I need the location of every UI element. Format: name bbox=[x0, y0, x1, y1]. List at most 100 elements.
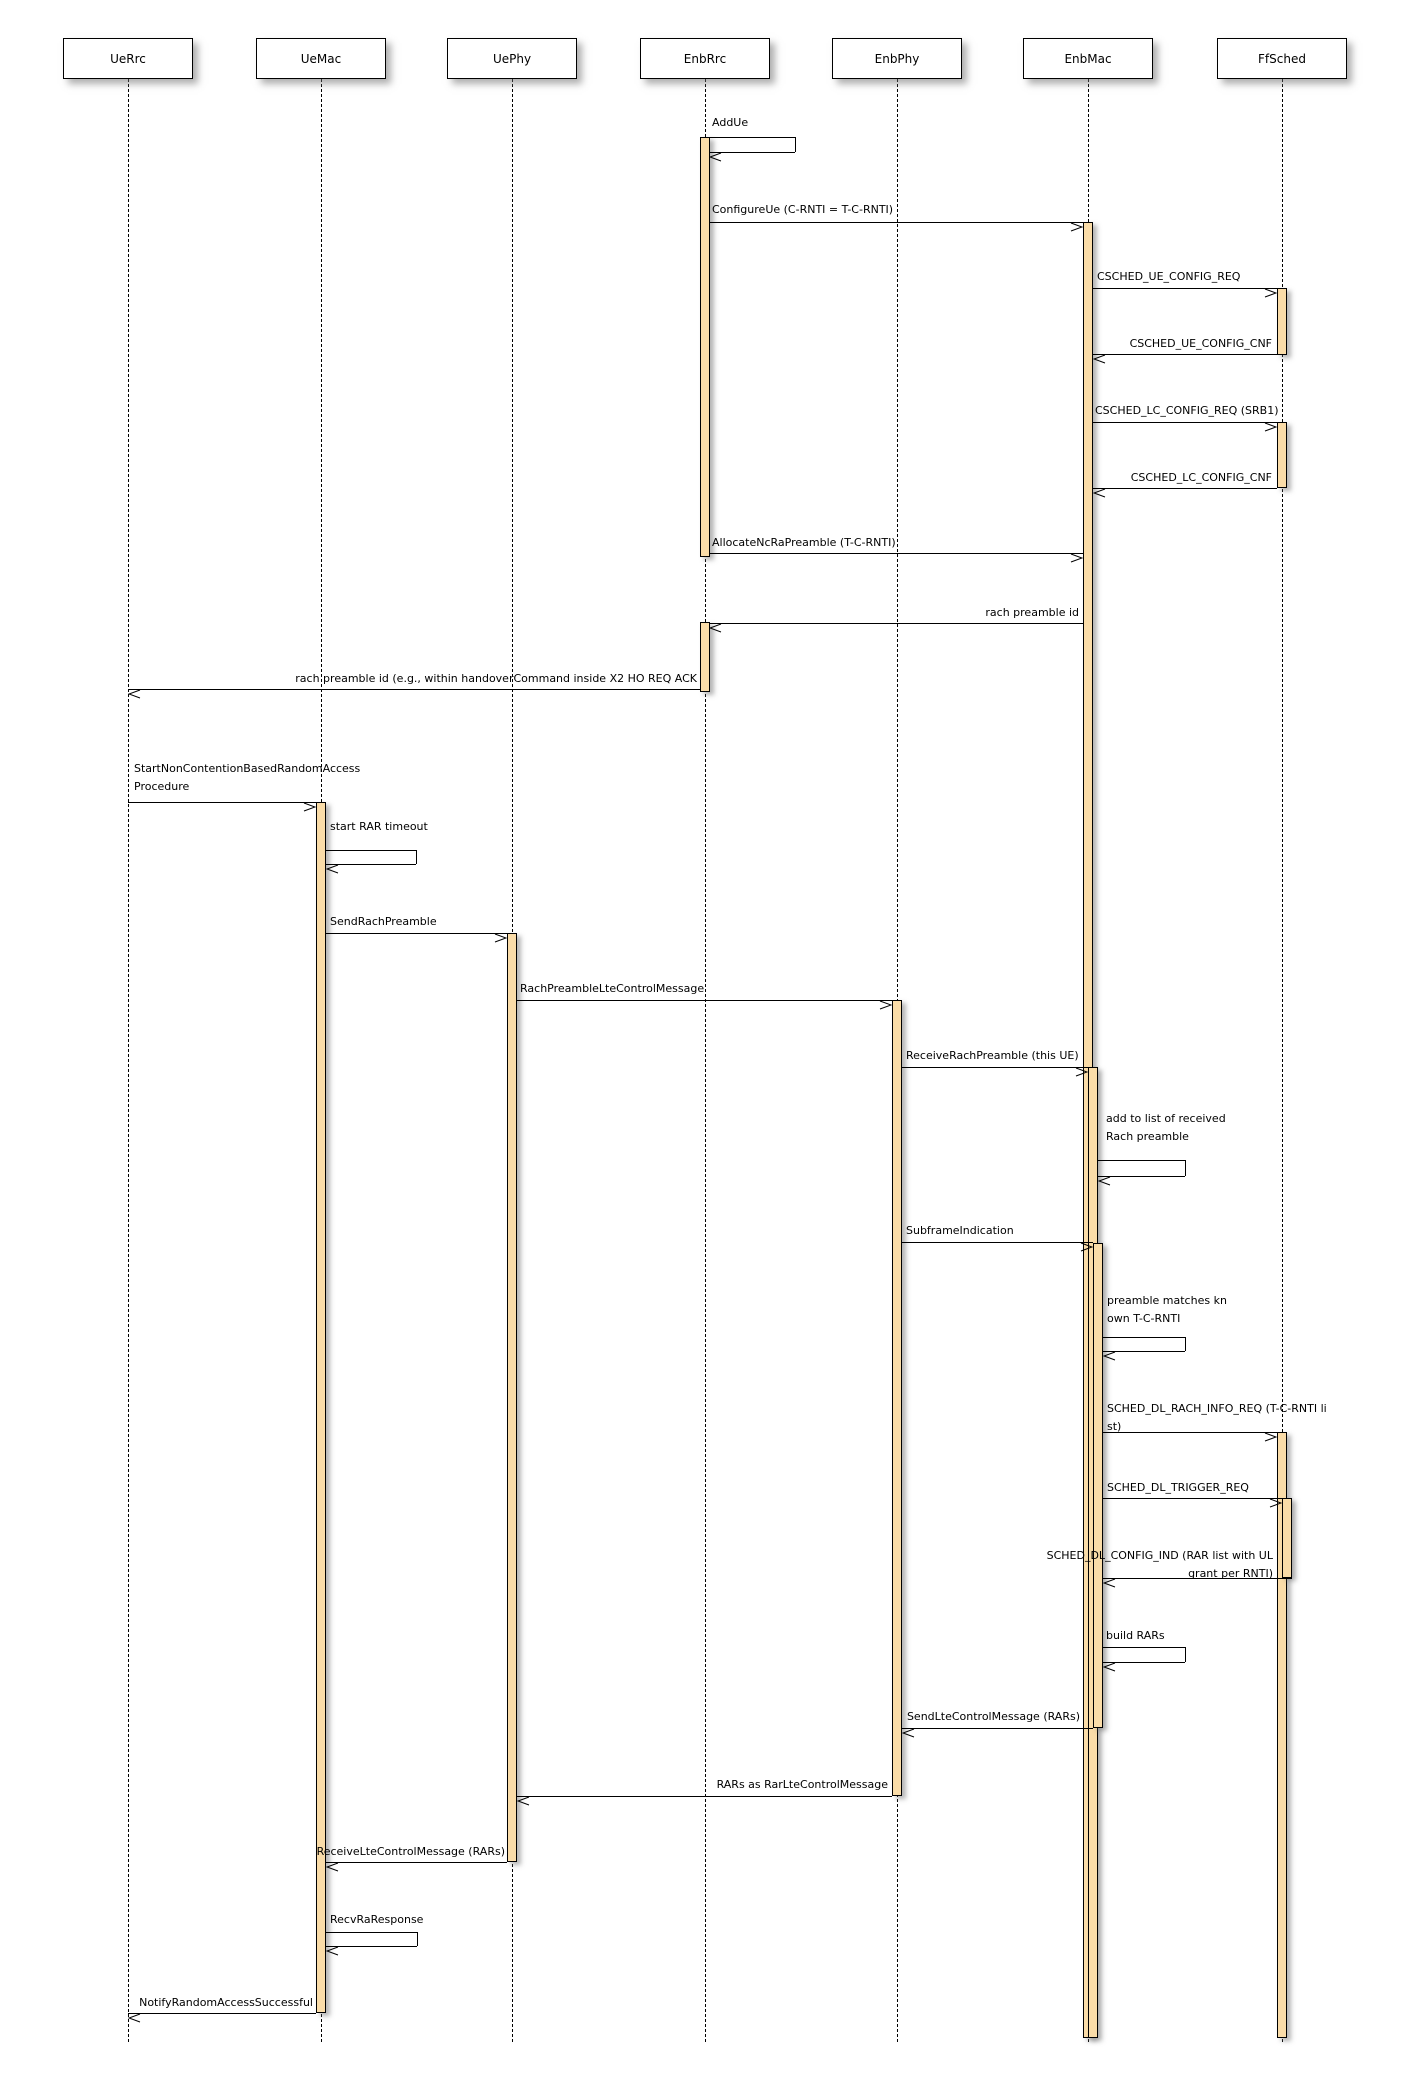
send-rach-preamble-arrowhead bbox=[494, 928, 508, 943]
build-rars-arrowhead bbox=[1102, 1657, 1116, 1672]
start-non-contention-label: Procedure bbox=[134, 780, 190, 793]
preamble-matches-arrowhead bbox=[1102, 1346, 1116, 1361]
activation-ffsched-8 bbox=[1277, 288, 1287, 355]
actor-uephy: UePhy bbox=[447, 38, 577, 79]
activation-ffsched-9 bbox=[1277, 422, 1287, 488]
recv-ra-response-label: RecvRaResponse bbox=[330, 1913, 424, 1926]
notify-random-access-successful-arrowhead bbox=[127, 2008, 141, 2023]
recv-ra-response-line-side bbox=[417, 1932, 418, 1946]
csched-ue-config-req-line bbox=[1093, 288, 1277, 289]
activation-uemac-2 bbox=[316, 802, 326, 2013]
preamble-matches-label: preamble matches kn bbox=[1107, 1294, 1227, 1307]
allocate-ncra-preamble-line bbox=[709, 553, 1083, 554]
add-ue-label: AddUe bbox=[712, 116, 749, 129]
add-to-list-line-side bbox=[1185, 1160, 1186, 1176]
send-lte-control-message-line bbox=[902, 1728, 1093, 1729]
preamble-matches-label: own T-C-RNTI bbox=[1107, 1312, 1181, 1325]
activation-enbrrc-1 bbox=[700, 622, 710, 692]
send-lte-control-message-arrowhead bbox=[901, 1723, 915, 1738]
subframe-indication-label: SubframeIndication bbox=[906, 1224, 1014, 1237]
rach-preamble-id-handover-arrowhead bbox=[127, 684, 141, 699]
rars-as-rar-lte-control-message-line bbox=[517, 1796, 892, 1797]
actor-enbphy: EnbPhy bbox=[832, 38, 962, 79]
start-rar-timeout-line-bottom bbox=[326, 864, 416, 865]
recv-ra-response-line-bottom bbox=[326, 1946, 417, 1947]
start-non-contention-line bbox=[128, 802, 316, 803]
activation-enbrrc-0 bbox=[700, 137, 710, 557]
build-rars-line-top bbox=[1103, 1647, 1185, 1648]
build-rars-label: build RARs bbox=[1106, 1629, 1165, 1642]
rars-as-rar-lte-control-message-arrowhead bbox=[516, 1791, 530, 1806]
add-to-list-label: add to list of received bbox=[1106, 1112, 1226, 1125]
lifeline-uerrc bbox=[128, 79, 129, 2042]
actor-label: EnbMac bbox=[1064, 51, 1112, 66]
sched-dl-rach-info-req-label: SCHED_DL_RACH_INFO_REQ (T-C-RNTI li bbox=[1107, 1402, 1327, 1415]
csched-ue-config-req-label: CSCHED_UE_CONFIG_REQ bbox=[1097, 270, 1241, 283]
receive-lte-control-message-line bbox=[326, 1862, 507, 1863]
recv-ra-response-arrowhead bbox=[325, 1941, 339, 1956]
rars-as-rar-lte-control-message-label: RARs as RarLteControlMessage bbox=[716, 1778, 888, 1791]
sched-dl-config-ind-label: grant per RNTI) bbox=[1188, 1567, 1273, 1580]
actor-label: FfSched bbox=[1258, 51, 1306, 66]
receive-rach-preamble-arrowhead bbox=[1075, 1062, 1089, 1077]
csched-lc-config-req-line bbox=[1093, 422, 1277, 423]
start-non-contention-label: StartNonContentionBasedRandomAccess bbox=[134, 762, 361, 775]
activation-ffsched-10 bbox=[1277, 1432, 1287, 2038]
add-ue-arrowhead bbox=[708, 147, 722, 162]
activation-enbphy-4 bbox=[892, 1000, 902, 1796]
configure-ue-label: ConfigureUe (C-RNTI = T-C-RNTI) bbox=[712, 203, 894, 216]
rach-preamble-lte-control-message-line bbox=[517, 1000, 892, 1001]
actor-uemac: UeMac bbox=[256, 38, 386, 79]
recv-ra-response-line-top bbox=[326, 1932, 417, 1933]
actor-enbmac: EnbMac bbox=[1023, 38, 1153, 79]
sched-dl-config-ind-line bbox=[1103, 1578, 1292, 1579]
start-rar-timeout-label: start RAR timeout bbox=[330, 820, 428, 833]
sched-dl-rach-info-req-line bbox=[1103, 1432, 1277, 1433]
rach-preamble-id-handover-line bbox=[128, 689, 700, 690]
add-ue-line-bottom bbox=[709, 152, 795, 153]
activation-enbmac-7 bbox=[1093, 1243, 1103, 1728]
rach-preamble-id-arrowhead bbox=[708, 618, 722, 633]
subframe-indication-line bbox=[902, 1242, 1093, 1243]
start-rar-timeout-arrowhead bbox=[325, 859, 339, 874]
csched-ue-config-cnf-arrowhead bbox=[1092, 349, 1106, 364]
csched-lc-config-req-label: CSCHED_LC_CONFIG_REQ (SRB1) bbox=[1095, 404, 1279, 417]
preamble-matches-line-top bbox=[1103, 1337, 1185, 1338]
receive-rach-preamble-label: ReceiveRachPreamble (this UE) bbox=[906, 1049, 1079, 1062]
rach-preamble-id-line bbox=[709, 623, 1083, 624]
csched-lc-config-cnf-arrowhead bbox=[1092, 483, 1106, 498]
activation-uephy-3 bbox=[507, 933, 517, 1862]
send-rach-preamble-label: SendRachPreamble bbox=[330, 915, 437, 928]
receive-rach-preamble-line bbox=[902, 1067, 1088, 1068]
csched-lc-config-req-arrowhead bbox=[1264, 417, 1278, 432]
actor-uerrc: UeRrc bbox=[63, 38, 193, 79]
receive-lte-control-message-arrowhead bbox=[325, 1857, 339, 1872]
receive-lte-control-message-label: ReceiveLteControlMessage (RARs) bbox=[316, 1845, 505, 1858]
notify-random-access-successful-label: NotifyRandomAccessSuccessful bbox=[139, 1996, 313, 2009]
add-to-list-line-bottom bbox=[1098, 1176, 1185, 1177]
notify-random-access-successful-line bbox=[128, 2013, 316, 2014]
start-rar-timeout-line-top bbox=[326, 850, 416, 851]
start-rar-timeout-line-side bbox=[416, 850, 417, 864]
csched-ue-config-cnf-line bbox=[1093, 354, 1277, 355]
actor-label: UePhy bbox=[492, 51, 532, 66]
start-non-contention-arrowhead bbox=[303, 797, 317, 812]
lifeline-ffsched bbox=[1282, 79, 1283, 2042]
lifeline-enbrrc bbox=[705, 79, 706, 2042]
sched-dl-trigger-req-label: SCHED_DL_TRIGGER_REQ bbox=[1107, 1481, 1249, 1494]
configure-ue-arrowhead bbox=[1070, 217, 1084, 232]
send-rach-preamble-line bbox=[326, 933, 507, 934]
actor-ffsched: FfSched bbox=[1217, 38, 1347, 79]
add-to-list-arrowhead bbox=[1097, 1171, 1111, 1186]
sched-dl-config-ind-arrowhead bbox=[1102, 1573, 1116, 1588]
sched-dl-trigger-req-arrowhead bbox=[1269, 1493, 1283, 1508]
rach-preamble-lte-control-message-arrowhead bbox=[879, 995, 893, 1010]
send-lte-control-message-label: SendLteControlMessage (RARs) bbox=[906, 1710, 1080, 1723]
csched-ue-config-cnf-label: CSCHED_UE_CONFIG_CNF bbox=[1129, 337, 1272, 350]
activation-ffsched-11 bbox=[1282, 1498, 1292, 1578]
add-ue-line-side bbox=[795, 137, 796, 152]
csched-lc-config-cnf-line bbox=[1093, 488, 1277, 489]
preamble-matches-line-side bbox=[1185, 1337, 1186, 1351]
actor-enbrrc: EnbRrc bbox=[640, 38, 770, 79]
